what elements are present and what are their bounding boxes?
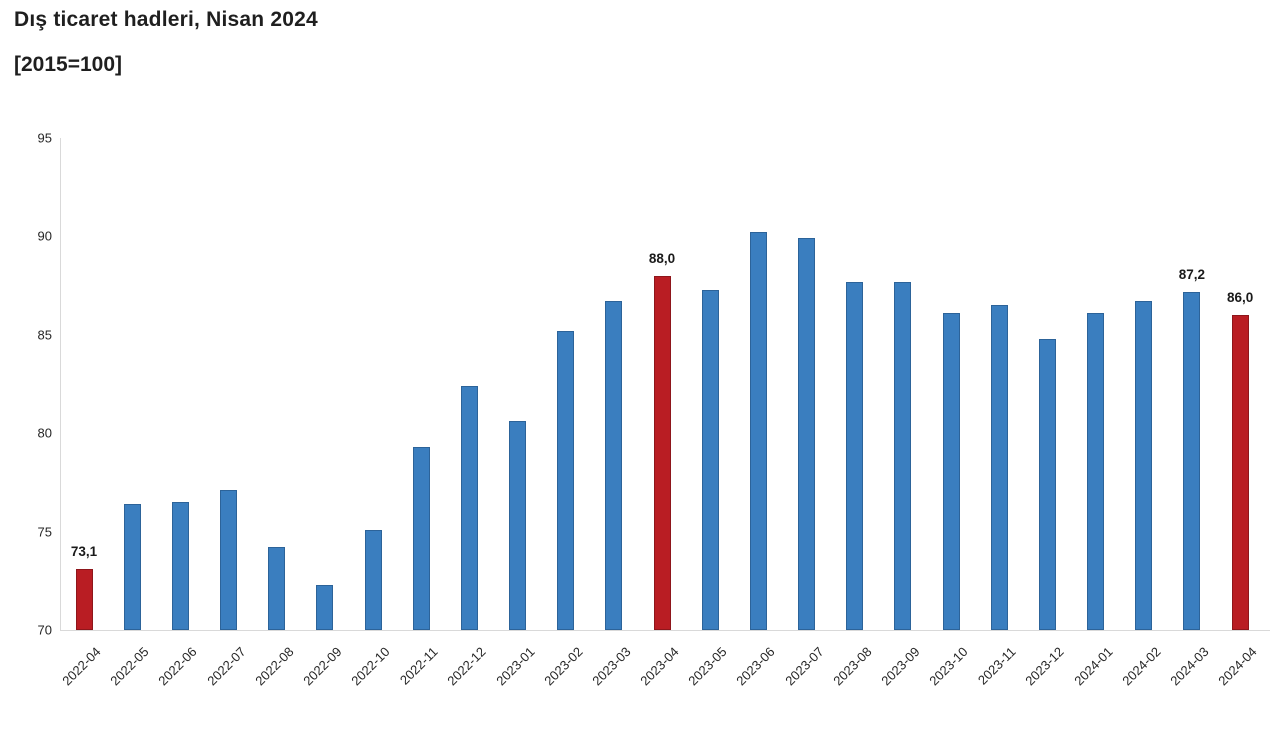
y-tick-label: 90	[37, 228, 52, 244]
bar	[268, 547, 285, 630]
bar	[76, 569, 93, 630]
bar	[991, 305, 1008, 630]
x-tick-label: 2023-07	[782, 644, 827, 689]
x-tick-label: 2024-03	[1167, 644, 1212, 689]
x-tick-label: 2023-11	[974, 644, 1019, 688]
x-tick-label: 2022-04	[59, 644, 104, 689]
data-label: 88,0	[648, 251, 676, 266]
chart-title: Dış ticaret hadleri, Nisan 2024	[14, 8, 318, 31]
bar	[220, 490, 237, 630]
y-tick-label: 70	[37, 622, 52, 638]
bar	[605, 301, 622, 630]
x-tick-label: 2024-01	[1071, 644, 1116, 689]
x-tick-label: 2023-08	[830, 644, 875, 689]
x-tick-label: 2022-09	[300, 644, 345, 689]
bar	[702, 290, 719, 630]
x-tick-label: 2023-04	[637, 644, 682, 689]
x-tick-label: 2023-01	[493, 644, 538, 689]
bar	[557, 331, 574, 630]
x-tick-label: 2023-02	[541, 644, 586, 689]
x-tick-label: 2022-06	[155, 644, 200, 689]
bar	[846, 282, 863, 630]
bar	[316, 585, 333, 630]
bar	[172, 502, 189, 630]
x-tick-label: 2022-10	[348, 644, 393, 689]
data-label: 87,2	[1178, 267, 1206, 282]
data-label: 86,0	[1226, 290, 1254, 305]
x-tick-label: 2022-05	[107, 644, 152, 689]
x-tick-label: 2023-03	[589, 644, 634, 689]
chart-subtitle: [2015=100]	[14, 53, 123, 76]
bar	[365, 530, 382, 630]
x-tick-label: 2024-02	[1119, 644, 1164, 689]
bar	[124, 504, 141, 630]
x-tick-label: 2023-09	[878, 644, 923, 689]
x-tick-label: 2022-12	[444, 644, 489, 689]
y-tick-label: 80	[37, 425, 52, 441]
bar	[461, 386, 478, 630]
y-axis-line	[60, 138, 61, 630]
x-axis-line	[60, 630, 1270, 631]
y-tick-label: 75	[37, 524, 52, 540]
bar	[413, 447, 430, 630]
bar	[1183, 292, 1200, 630]
data-label: 73,1	[70, 544, 98, 559]
x-tick-label: 2023-12	[1022, 644, 1067, 689]
bar	[1232, 315, 1249, 630]
x-tick-label: 2022-11	[396, 644, 441, 688]
bar	[894, 282, 911, 630]
bar	[654, 276, 671, 630]
bar	[509, 421, 526, 630]
bar	[750, 232, 767, 630]
x-tick-label: 2024-04	[1215, 644, 1260, 689]
x-tick-label: 2023-10	[926, 644, 971, 689]
y-tick-label: 85	[37, 327, 52, 343]
bar	[943, 313, 960, 630]
x-tick-label: 2023-05	[685, 644, 730, 689]
x-tick-label: 2023-06	[733, 644, 778, 689]
y-tick-label: 95	[37, 130, 52, 146]
bar	[1135, 301, 1152, 630]
x-tick-label: 2022-07	[204, 644, 249, 689]
bar	[1039, 339, 1056, 630]
bar	[1087, 313, 1104, 630]
bar	[798, 238, 815, 630]
x-tick-label: 2022-08	[252, 644, 297, 689]
